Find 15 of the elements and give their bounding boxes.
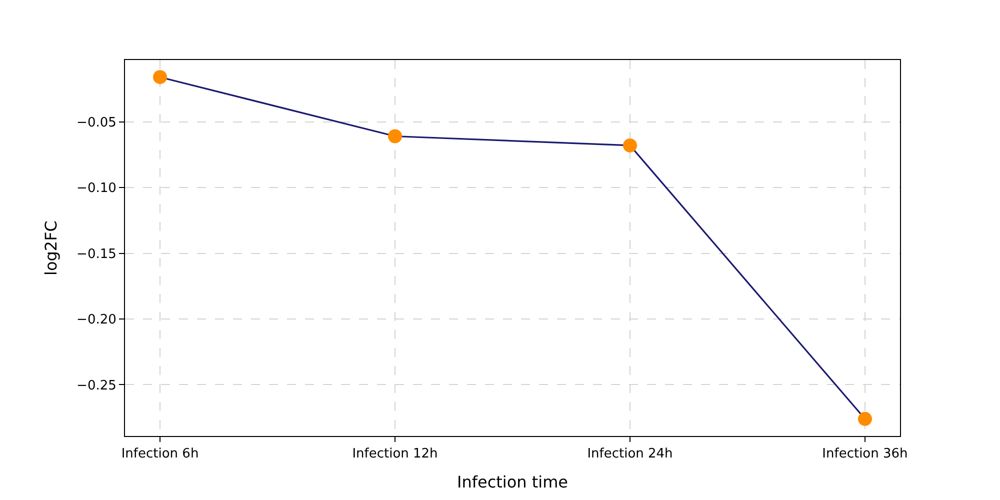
y-tick-label: −0.05 [76, 115, 116, 130]
point [388, 129, 402, 144]
y-tick-label: −0.10 [76, 181, 116, 196]
y-axis-title: log2FC [41, 220, 60, 276]
point [858, 412, 872, 426]
y-tick-label: −0.25 [76, 378, 116, 394]
y-tick-label: −0.15 [76, 246, 116, 262]
point [153, 70, 168, 84]
y-tick-label: −0.20 [76, 312, 116, 328]
x-axis-title: Infection time [456, 472, 568, 492]
x-tick-label: Infection 36h [822, 446, 908, 462]
x-tick-label: Infection 24h [587, 446, 673, 462]
point [623, 138, 637, 152]
x-tick-label: Infection 6h [121, 446, 199, 462]
x-tick-label: Infection 12h [352, 446, 438, 462]
